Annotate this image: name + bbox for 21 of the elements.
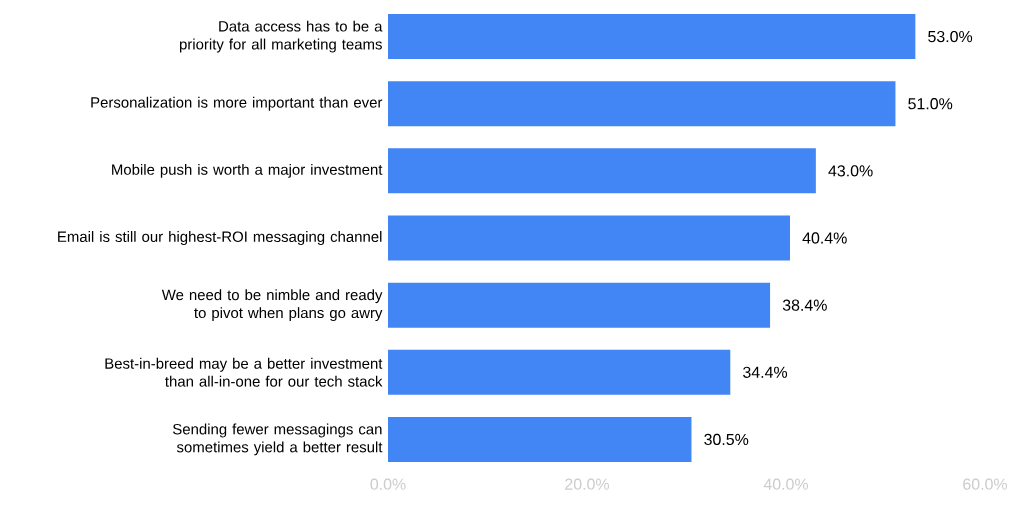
data-label: 38.4% bbox=[782, 299, 827, 311]
data-label: 51.0% bbox=[908, 98, 953, 110]
bar bbox=[388, 282, 771, 328]
y-tick-label: Personalization is more important than ever bbox=[91, 96, 383, 111]
y-tick-label: Best-in-breed may be a better investment than all-in-one for our tech stack bbox=[105, 357, 383, 387]
y-tick-label: Mobile push is worth a major investment bbox=[112, 163, 383, 178]
bar bbox=[388, 349, 731, 395]
data-label: 43.0% bbox=[828, 165, 873, 177]
data-label: 34.4% bbox=[743, 366, 788, 378]
bar bbox=[388, 148, 816, 194]
bar bbox=[388, 14, 916, 60]
data-label: 30.5% bbox=[704, 433, 749, 446]
data-label: 40.4% bbox=[802, 232, 847, 244]
y-tick-label: Sending fewer messagings can sometimes yield a better result bbox=[172, 423, 383, 456]
y-tick-label: Data access has to be a priority for all marketing teams bbox=[179, 20, 383, 53]
bar bbox=[388, 416, 692, 462]
bar bbox=[388, 81, 896, 127]
y-tick-label: We need to be nimble and ready to pivot when plans go awry bbox=[161, 289, 383, 322]
bar bbox=[388, 215, 790, 261]
data-label: 53.0% bbox=[928, 30, 973, 43]
y-tick-label: Email is still our highest-ROI messaging channel bbox=[58, 231, 382, 245]
